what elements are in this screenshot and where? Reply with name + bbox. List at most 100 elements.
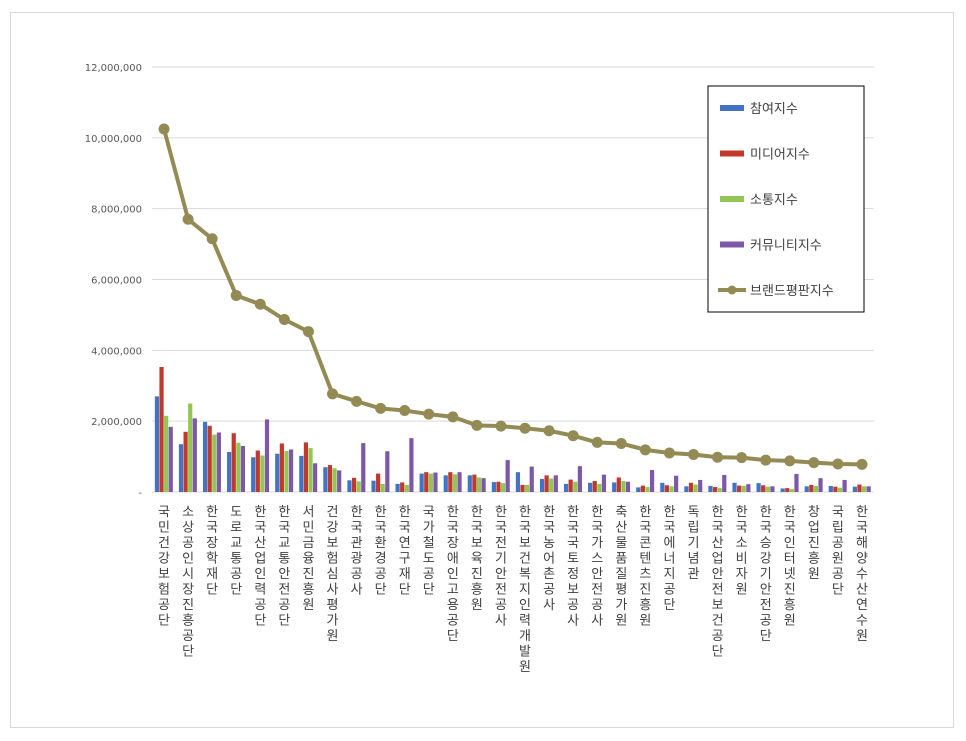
bar — [409, 438, 414, 492]
bar — [452, 474, 458, 492]
y-tick-label: 12,000,000 — [85, 63, 142, 74]
bar — [303, 442, 309, 492]
line-point — [712, 451, 724, 463]
bar — [472, 474, 477, 492]
bar — [544, 475, 549, 492]
legend-label: 커뮤니티지수 — [750, 239, 822, 254]
line-point — [856, 458, 868, 470]
bar — [467, 475, 472, 492]
bar — [770, 486, 775, 492]
bar — [645, 487, 650, 492]
bar — [448, 472, 453, 492]
bar — [264, 419, 270, 492]
line-point — [760, 454, 772, 466]
bar — [424, 472, 429, 492]
bar — [212, 434, 217, 492]
bar — [568, 479, 573, 492]
bar — [664, 485, 670, 492]
bar — [741, 485, 746, 492]
bar — [279, 443, 284, 492]
line-point — [591, 436, 603, 448]
bar — [380, 483, 385, 492]
bar — [852, 486, 857, 492]
bar — [476, 477, 482, 492]
bar — [159, 366, 164, 492]
bar — [500, 483, 506, 492]
bar — [227, 451, 232, 492]
legend-label: 브랜드평판지수 — [750, 284, 834, 299]
bar — [688, 482, 694, 492]
line-point — [158, 123, 170, 135]
line-point — [375, 402, 387, 414]
bar — [601, 474, 607, 492]
bar — [712, 487, 718, 492]
bar — [481, 478, 486, 492]
bar — [717, 488, 722, 492]
y-tick-label: 10,000,000 — [85, 134, 142, 145]
bar — [529, 466, 534, 492]
y-tick-label: 8,000,000 — [91, 205, 142, 216]
bar — [154, 396, 160, 492]
y-tick-label: - — [138, 488, 142, 499]
bar — [833, 486, 838, 492]
bar — [332, 468, 337, 492]
line-point — [567, 430, 579, 442]
bar — [428, 473, 433, 492]
bar — [192, 418, 197, 492]
bar — [168, 426, 173, 492]
line-point — [399, 405, 411, 417]
bar — [563, 483, 569, 492]
bar — [299, 455, 304, 492]
bar — [515, 472, 521, 492]
bar — [255, 450, 260, 492]
y-tick-label: 2,000,000 — [91, 417, 142, 428]
bar — [505, 460, 510, 492]
line-point — [206, 233, 218, 245]
bar — [371, 480, 376, 492]
bar — [785, 488, 790, 492]
bar — [756, 483, 761, 492]
bar — [553, 475, 558, 492]
bar — [188, 403, 193, 492]
bar — [866, 486, 871, 492]
bar — [674, 475, 679, 492]
bar — [804, 486, 809, 492]
line-point — [447, 411, 459, 423]
bar — [708, 485, 713, 492]
legend-swatch — [720, 105, 744, 111]
bar — [395, 483, 400, 492]
legend-label: 소통지수 — [750, 193, 798, 208]
bar — [288, 449, 294, 492]
line-point — [495, 420, 507, 432]
line-point — [639, 444, 651, 456]
bar — [612, 482, 617, 492]
bar — [789, 489, 794, 492]
line-point — [688, 448, 699, 460]
bar — [308, 448, 313, 492]
bar — [231, 433, 236, 492]
line-point — [808, 457, 820, 469]
bar — [240, 445, 246, 492]
bar — [260, 455, 265, 492]
legend-label: 미디어지수 — [750, 148, 810, 163]
bar — [284, 450, 289, 492]
line-point — [615, 437, 627, 449]
bar — [216, 432, 221, 492]
bar — [520, 484, 525, 492]
bar — [275, 453, 280, 492]
bar — [323, 467, 328, 492]
